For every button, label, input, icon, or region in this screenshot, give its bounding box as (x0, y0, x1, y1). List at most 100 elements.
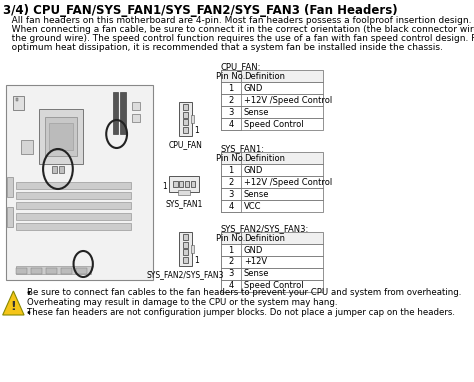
Text: All fan headers on this motherboard are 4-pin. Most fan headers possess a foolpr: All fan headers on this motherboard are … (3, 16, 472, 25)
Bar (21, 140, 33, 154)
Bar (179, 232, 192, 266)
Bar (173, 181, 178, 187)
Bar (183, 234, 188, 240)
Bar (178, 190, 190, 195)
Text: CPU_FAN: CPU_FAN (169, 140, 203, 149)
Bar (16, 223, 131, 230)
Bar (220, 232, 241, 244)
Text: VCC: VCC (244, 201, 261, 210)
Text: Speed Control: Speed Control (244, 120, 303, 128)
Text: SYS_FAN1:: SYS_FAN1: (220, 144, 264, 153)
Text: +12V: +12V (244, 257, 267, 267)
Text: SYS_FAN2/SYS_FAN3:: SYS_FAN2/SYS_FAN3: (220, 224, 309, 233)
Text: GND: GND (244, 246, 263, 254)
Bar (220, 164, 241, 176)
Text: 2: 2 (228, 96, 234, 105)
Bar (220, 94, 241, 106)
Bar (113, 92, 118, 134)
Bar (132, 114, 140, 122)
Bar (220, 268, 241, 280)
Text: CPU_FAN:: CPU_FAN: (220, 62, 261, 71)
Bar (220, 280, 323, 292)
Text: 1: 1 (194, 256, 199, 265)
Bar (16, 202, 131, 209)
Bar (16, 98, 18, 101)
Bar (8, 207, 13, 227)
Bar (220, 70, 323, 82)
Bar (191, 181, 195, 187)
Bar (191, 245, 194, 253)
Text: When connecting a fan cable, be sure to connect it in the correct orientation (t: When connecting a fan cable, be sure to … (3, 25, 474, 34)
Text: 3: 3 (228, 107, 234, 117)
Bar (220, 268, 323, 280)
Text: Sense: Sense (244, 189, 269, 199)
Text: Pin No.: Pin No. (216, 154, 246, 162)
Bar (13, 96, 24, 110)
Bar (6, 85, 153, 280)
Bar (220, 118, 241, 130)
Bar (220, 118, 323, 130)
Bar (220, 200, 241, 212)
Bar (16, 268, 27, 274)
Bar (49, 123, 73, 150)
Text: •: • (25, 308, 31, 318)
Text: Sense: Sense (244, 107, 269, 117)
Bar (220, 256, 323, 268)
Bar (183, 256, 188, 262)
Bar (220, 256, 241, 268)
Text: Definition: Definition (244, 233, 285, 243)
Bar (16, 182, 131, 189)
Text: Definition: Definition (244, 154, 285, 162)
Text: 3: 3 (228, 189, 234, 199)
Text: SYS_FAN1: SYS_FAN1 (165, 199, 203, 208)
Bar (220, 200, 323, 212)
Text: Overheating may result in damage to the CPU or the system may hang.: Overheating may result in damage to the … (27, 298, 338, 307)
Bar (76, 268, 87, 274)
Text: !: ! (10, 299, 16, 312)
Bar (52, 166, 57, 173)
Text: Pin No.: Pin No. (216, 71, 246, 81)
Text: 1: 1 (194, 126, 199, 135)
Bar (183, 249, 188, 255)
Bar (220, 82, 323, 94)
Bar (183, 126, 188, 133)
Bar (220, 176, 323, 188)
Bar (120, 92, 126, 134)
Bar (16, 192, 131, 199)
Bar (220, 188, 241, 200)
Text: 2: 2 (228, 257, 234, 267)
Text: GND: GND (244, 165, 263, 175)
Bar (179, 181, 183, 187)
Bar (220, 82, 241, 94)
Bar (220, 280, 241, 292)
Bar (132, 102, 140, 110)
Text: 2: 2 (228, 178, 234, 186)
Bar (183, 112, 188, 118)
Text: Be sure to connect fan cables to the fan headers to prevent your CPU and system : Be sure to connect fan cables to the fan… (27, 288, 462, 297)
Bar (220, 106, 241, 118)
Text: 4: 4 (228, 201, 234, 210)
Text: 1: 1 (163, 182, 167, 191)
Bar (183, 119, 188, 125)
Text: •: • (25, 288, 31, 298)
Text: 4: 4 (228, 282, 234, 290)
Bar (220, 152, 323, 164)
Text: 3/4) CPU_FAN/SYS_FAN1/SYS_FAN2/SYS_FAN3 (Fan Headers): 3/4) CPU_FAN/SYS_FAN1/SYS_FAN2/SYS_FAN3 … (3, 4, 398, 17)
Bar (45, 117, 77, 156)
Text: Speed Control: Speed Control (244, 282, 303, 290)
Bar (220, 164, 323, 176)
Text: 1: 1 (228, 246, 234, 254)
Bar (220, 152, 241, 164)
Bar (220, 244, 323, 256)
Text: GND: GND (244, 84, 263, 92)
Bar (8, 177, 13, 197)
Bar (38, 109, 83, 164)
Text: +12V /Speed Control: +12V /Speed Control (244, 96, 332, 105)
Bar (183, 241, 188, 248)
Bar (220, 232, 323, 244)
Bar (220, 244, 241, 256)
Bar (220, 106, 323, 118)
Bar (169, 176, 199, 192)
Bar (185, 181, 190, 187)
Polygon shape (3, 291, 24, 315)
